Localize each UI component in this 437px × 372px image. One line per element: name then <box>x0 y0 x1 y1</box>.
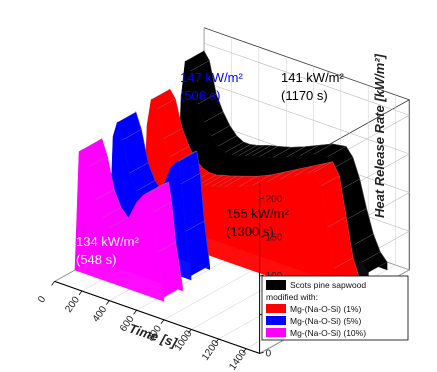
legend-label-5pct: Mg-(Na-O-Si) (5%) <box>290 316 361 326</box>
z-tick-label: 200 <box>266 194 283 205</box>
legend-box <box>261 275 409 341</box>
peak-annotation-value: 141 kW/m² <box>281 70 345 85</box>
chart-annotations: 147 kW/m² (506 s) 141 kW/m² (1170 s) 155 kW/… <box>76 70 345 267</box>
z-axis-title: Heat Release Rate [kW/m²] <box>372 53 387 218</box>
peak-annotation-value: 134 kW/m² <box>76 234 140 249</box>
x-tick-label: 400 <box>91 304 110 324</box>
legend: Scots pine sapwood modified with: Mg-(Na… <box>261 275 409 341</box>
x-tick-label: 1200 <box>200 338 222 363</box>
x-tick <box>187 329 192 334</box>
peak-annotation-time: (1300 s) <box>226 224 274 239</box>
x-tick <box>133 309 137 315</box>
z-tick <box>259 352 264 354</box>
x-axis-line <box>54 280 260 354</box>
legend-label-1pct: Mg-(Na-O-Si) (1%) <box>290 304 361 314</box>
x-tick <box>51 281 55 286</box>
chart-series <box>74 49 388 303</box>
z-tick <box>259 197 264 200</box>
peak-annotation-time: (548 s) <box>76 252 116 267</box>
x-tick <box>78 290 83 296</box>
legend-label-10pct: Mg-(Na-O-Si) (10%) <box>290 328 366 338</box>
legend-swatch-red <box>266 304 286 313</box>
x-tick <box>105 300 110 305</box>
x-tick-label: 1400 <box>227 347 249 372</box>
x-tick-label: 200 <box>63 294 82 314</box>
peak-annotation-time: (506 s) <box>180 88 220 103</box>
series-front-face <box>74 148 165 302</box>
legend-label-scots-pine: Scots pine sapwood <box>290 280 366 290</box>
legend-heading: modified with: <box>266 292 318 302</box>
z-tick <box>259 236 264 238</box>
series-mg-na-o-si-10- <box>74 138 183 302</box>
x-tick <box>242 348 247 353</box>
z-tick-label: 150 <box>266 232 283 243</box>
x-tick <box>160 319 165 325</box>
legend-swatch-black <box>266 280 286 290</box>
peak-annotation-value: 147 kW/m² <box>180 70 244 85</box>
x-tick-label: 0 <box>36 294 48 305</box>
z-tick-label: 0 <box>266 348 272 359</box>
peak-annotation-value: 155 kW/m² <box>226 206 290 221</box>
legend-swatch-magenta <box>266 328 286 337</box>
peak-annotation-time: (1170 s) <box>281 88 328 103</box>
series-front-face <box>142 98 342 303</box>
series-mg-na-o-si-1- <box>142 88 361 303</box>
legend-swatch-blue <box>266 316 286 325</box>
x-tick <box>215 338 219 344</box>
